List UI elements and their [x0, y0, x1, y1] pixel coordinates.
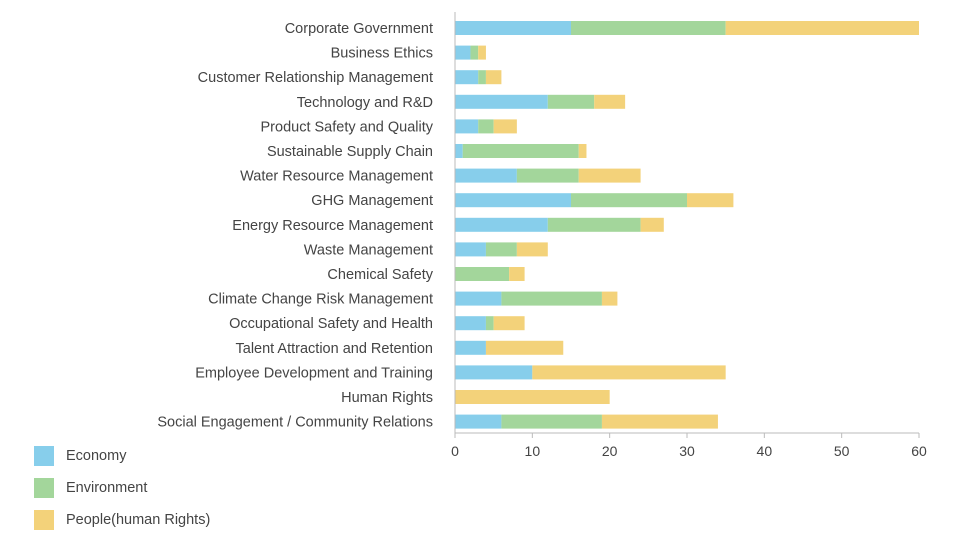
bar-environment-ghg-management: [571, 193, 687, 208]
bar-environment-social-engagement-community-relations: [501, 414, 602, 429]
category-label-corporate-government: Corporate Government: [285, 21, 433, 37]
legend-swatch-people: [34, 510, 54, 530]
bar-people-human-rights-employee-development-and-training: [532, 365, 726, 380]
x-tick-label-60: 60: [911, 443, 927, 459]
category-label-ghg-management: GHG Management: [311, 193, 433, 209]
bar-people-human-rights-talent-attraction-and-retention: [485, 340, 564, 355]
category-label-social-engagement-community-relations: Social Engagement / Community Relations: [157, 415, 433, 431]
bar-people-human-rights-customer-relationship-management: [485, 70, 502, 85]
bar-people-human-rights-corporate-government: [725, 21, 919, 35]
category-label-customer-relationship-management: Customer Relationship Management: [198, 70, 433, 86]
x-tick-label-50: 50: [834, 443, 850, 459]
bar-economy-social-engagement-community-relations: [455, 414, 502, 429]
bar-people-human-rights-technology-and-r-d: [594, 94, 626, 109]
bar-economy-business-ethics: [455, 45, 471, 60]
bar-economy-ghg-management: [455, 193, 571, 208]
legend-item-people: People(human Rights): [34, 504, 210, 536]
category-label-climate-change-risk-management: Climate Change Risk Management: [208, 292, 433, 308]
bar-economy-corporate-government: [455, 21, 571, 35]
legend-swatch-environment: [34, 478, 54, 498]
bar-economy-climate-change-risk-management: [455, 291, 502, 306]
bar-economy-talent-attraction-and-retention: [455, 340, 486, 355]
bar-people-human-rights-human-rights: [455, 390, 610, 404]
bar-people-human-rights-waste-management: [516, 242, 548, 257]
bar-economy-water-resource-management: [455, 168, 517, 183]
category-label-business-ethics: Business Ethics: [331, 46, 433, 62]
bar-people-human-rights-business-ethics: [478, 45, 486, 60]
legend: Economy Environment People(human Rights): [34, 440, 210, 536]
x-tick-label-30: 30: [679, 443, 695, 459]
bar-people-human-rights-social-engagement-community-relations: [601, 414, 718, 429]
bar-economy-employee-development-and-training: [455, 365, 533, 380]
bar-environment-occupational-safety-and-health: [485, 316, 494, 331]
category-label-sustainable-supply-chain: Sustainable Supply Chain: [267, 144, 433, 160]
bar-economy-customer-relationship-management: [455, 70, 479, 85]
bar-economy-occupational-safety-and-health: [455, 316, 486, 331]
legend-item-economy: Economy: [34, 440, 210, 472]
category-label-energy-resource-management: Energy Resource Management: [232, 218, 433, 234]
x-tick-label-20: 20: [602, 443, 618, 459]
legend-label-people: People(human Rights): [66, 512, 211, 528]
bar-economy-energy-resource-management: [455, 217, 548, 232]
x-tick-label-40: 40: [757, 443, 773, 459]
bar-environment-corporate-government: [571, 21, 726, 35]
bar-environment-energy-resource-management: [547, 217, 641, 232]
bar-people-human-rights-sustainable-supply-chain: [578, 144, 587, 158]
category-label-water-resource-management: Water Resource Management: [240, 169, 433, 185]
x-tick-label-0: 0: [451, 443, 459, 459]
legend-swatch-economy: [34, 446, 54, 466]
category-label-human-rights: Human Rights: [341, 390, 433, 406]
x-tick-label-10: 10: [525, 443, 541, 459]
legend-label-economy: Economy: [66, 448, 127, 464]
category-label-talent-attraction-and-retention: Talent Attraction and Retention: [236, 341, 434, 357]
bar-environment-customer-relationship-management: [478, 70, 486, 85]
category-label-product-safety-and-quality: Product Safety and Quality: [261, 119, 434, 135]
bar-people-human-rights-water-resource-management: [578, 168, 641, 183]
bar-environment-chemical-safety: [455, 267, 510, 281]
category-label-occupational-safety-and-health: Occupational Safety and Health: [229, 316, 433, 332]
bars-group: [455, 21, 919, 429]
bar-people-human-rights-occupational-safety-and-health: [493, 316, 525, 331]
bar-environment-product-safety-and-quality: [478, 119, 494, 134]
bar-environment-technology-and-r-d: [547, 94, 595, 109]
bar-economy-sustainable-supply-chain: [455, 144, 463, 158]
category-label-technology-and-r-d: Technology and R&D: [297, 95, 433, 111]
bar-economy-technology-and-r-d: [455, 94, 548, 109]
bar-people-human-rights-ghg-management: [687, 193, 734, 208]
bar-people-human-rights-climate-change-risk-management: [601, 291, 618, 306]
category-label-employee-development-and-training: Employee Development and Training: [195, 365, 433, 381]
legend-label-environment: Environment: [66, 480, 148, 496]
bar-people-human-rights-energy-resource-management: [640, 217, 664, 232]
bar-environment-waste-management: [485, 242, 517, 257]
bar-environment-water-resource-management: [516, 168, 579, 183]
bar-economy-waste-management: [455, 242, 486, 257]
bar-environment-climate-change-risk-management: [501, 291, 602, 306]
bar-environment-business-ethics: [470, 45, 479, 60]
bar-people-human-rights-product-safety-and-quality: [493, 119, 517, 134]
legend-item-environment: Environment: [34, 472, 210, 504]
bar-economy-product-safety-and-quality: [455, 119, 479, 134]
category-labels: Corporate Government Business Ethics Custo…: [157, 21, 433, 431]
bar-people-human-rights-chemical-safety: [509, 267, 525, 281]
axes-group: 0 10 20 30 40 50 60: [451, 12, 927, 459]
bar-environment-sustainable-supply-chain: [462, 144, 579, 158]
category-label-chemical-safety: Chemical Safety: [327, 267, 433, 283]
category-label-waste-management: Waste Management: [304, 242, 433, 258]
